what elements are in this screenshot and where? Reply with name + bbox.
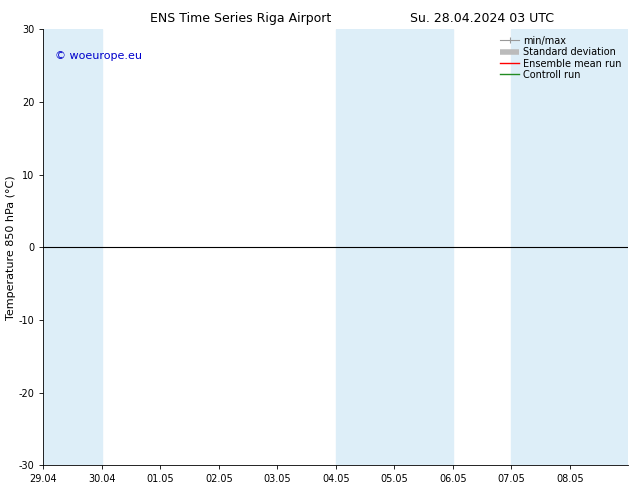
Legend: min/max, Standard deviation, Ensemble mean run, Controll run: min/max, Standard deviation, Ensemble me… [498, 34, 624, 82]
Text: Su. 28.04.2024 03 UTC: Su. 28.04.2024 03 UTC [410, 12, 554, 25]
Bar [43, 29, 101, 465]
Bar [394, 29, 453, 465]
Text: ENS Time Series Riga Airport: ENS Time Series Riga Airport [150, 12, 332, 25]
Bar [512, 29, 570, 465]
Bar [336, 29, 394, 465]
Bar [570, 29, 628, 465]
Y-axis label: Temperature 850 hPa (°C): Temperature 850 hPa (°C) [6, 175, 16, 319]
Text: © woeurope.eu: © woeurope.eu [55, 51, 142, 61]
